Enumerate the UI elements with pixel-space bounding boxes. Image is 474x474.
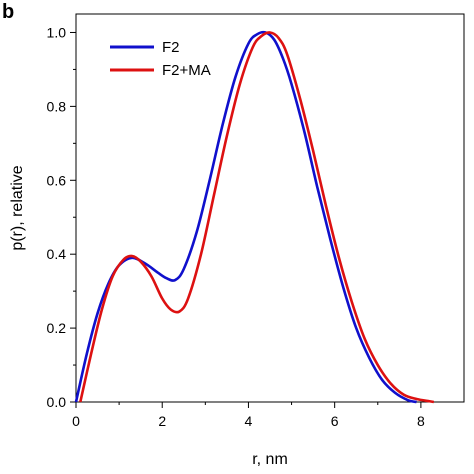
y-tick-label: 0.2: [47, 320, 67, 336]
y-tick-label: 1.0: [47, 24, 67, 40]
x-tick-label: 4: [245, 413, 253, 429]
panel-label: b: [2, 1, 14, 23]
x-axis-label: r, nm: [252, 451, 288, 468]
x-tick-label: 8: [417, 413, 425, 429]
x-tick-label: 0: [72, 413, 80, 429]
x-tick-label: 6: [331, 413, 339, 429]
y-tick-label: 0.4: [47, 246, 67, 262]
plot-frame: [75, 13, 465, 403]
y-tick-label: 0.0: [47, 394, 67, 410]
series-line-f2-ma: [79, 31, 435, 404]
y-axis-label: p(r), relative: [9, 165, 26, 250]
x-tick-label: 2: [158, 413, 166, 429]
y-tick-label: 0.6: [47, 172, 67, 188]
y-tick-label: 0.8: [47, 98, 67, 114]
plot-area: 0 2 4 6 8 0.0 0.2 0.4 0.6 0.8 1.0 F2 F2+MA: [47, 13, 465, 429]
series-line-f2: [74, 30, 417, 404]
legend-label-f2-ma: F2+MA: [162, 62, 211, 79]
legend-label-f2: F2: [162, 39, 180, 56]
